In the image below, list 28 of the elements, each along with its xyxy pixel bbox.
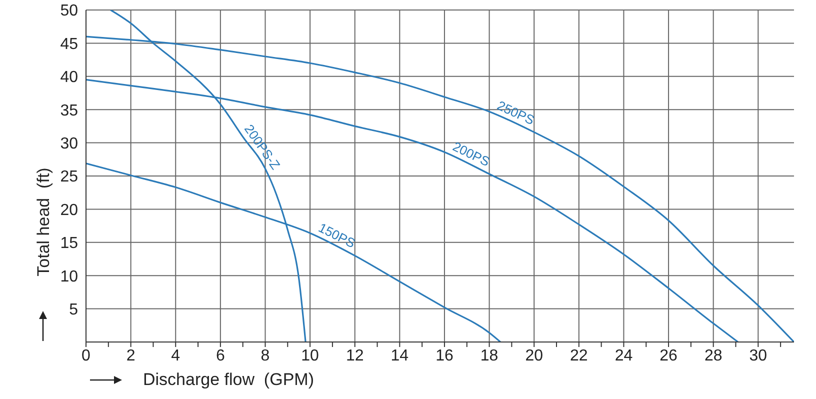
x-tick-label: 22	[570, 347, 588, 364]
x-tick-label: 20	[525, 347, 544, 364]
y-tick-label: 15	[60, 235, 78, 252]
x-tick-label: 0	[82, 347, 91, 364]
y-tick-label: 30	[60, 135, 78, 152]
x-tick-label: 28	[704, 347, 722, 364]
x-tick-label: 18	[480, 347, 498, 364]
y-tick-label: 35	[60, 102, 78, 120]
x-axis-title: Discharge flow (GPM)	[143, 370, 314, 390]
x-tick-label: 24	[614, 347, 633, 364]
x-tick-label: 2	[126, 347, 136, 364]
y-tick-label: 10	[60, 268, 78, 286]
y-tick-label: 25	[60, 168, 78, 186]
y-tick-label: 50	[60, 2, 78, 20]
x-tick-label: 16	[436, 347, 454, 364]
x-tick-label: 12	[346, 347, 364, 364]
x-tick-label: 26	[660, 347, 678, 364]
y-tick-label: 40	[60, 69, 78, 86]
y-tick-label: 5	[69, 301, 78, 318]
x-tick-label: 8	[260, 347, 270, 364]
x-tick-label: 6	[216, 347, 225, 364]
y-tick-label: 45	[60, 36, 78, 53]
x-tick-label: 14	[390, 347, 409, 364]
x-tick-label: 4	[171, 347, 180, 364]
y-axis-title: Total head (ft)	[34, 168, 54, 276]
x-tick-label: 10	[301, 347, 320, 364]
x-tick-label: 30	[749, 347, 768, 364]
y-tick-label: 20	[60, 202, 78, 219]
